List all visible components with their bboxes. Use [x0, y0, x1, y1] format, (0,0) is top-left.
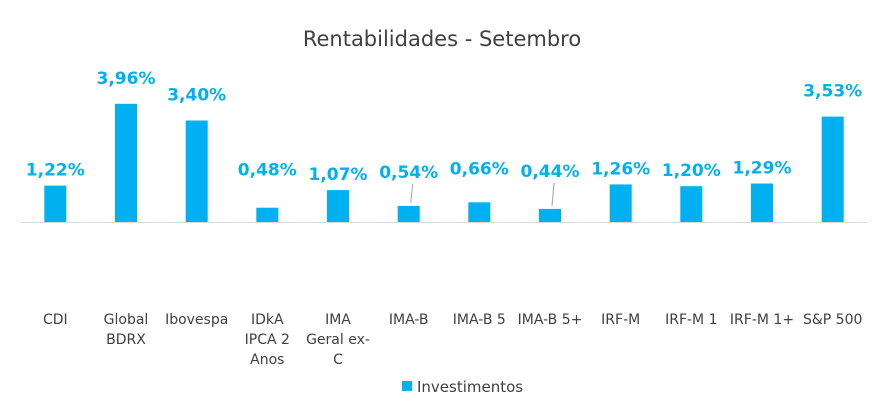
leader-line-6 — [410, 183, 414, 203]
bar-10 — [680, 186, 703, 222]
data-labels-layer: 1,22% 3,96% 3,40% 0,48% 1,07% 0,54% 0,66% 0,44%… — [26, 69, 862, 206]
category-label-8: IMA-B 5+ — [518, 312, 583, 328]
bar-3 — [185, 120, 208, 222]
category-label-10: IRF-M 1 — [665, 312, 717, 328]
bar-12 — [821, 116, 844, 222]
bar-8 — [539, 208, 561, 222]
data-label-11: 1,29% — [733, 159, 792, 179]
category-label-5: IMA Geral ex-C — [306, 312, 370, 368]
data-label-8: 0,44% — [521, 162, 580, 182]
data-label-5: 1,07% — [309, 165, 368, 185]
data-label-3: 3,40% — [167, 86, 226, 106]
data-label-12: 3,53% — [803, 82, 862, 102]
bar-7 — [468, 202, 491, 222]
data-label-1: 1,22% — [26, 161, 85, 181]
bar-6 — [397, 205, 420, 222]
category-label-9: IRF-M — [601, 312, 640, 328]
chart-title: Rentabilidades - Setembro — [303, 27, 581, 51]
category-label-3: Ibovespa — [165, 312, 228, 328]
category-label-4: IDkA IPCA 2 Anos — [245, 312, 290, 368]
legend: Investimentos — [402, 378, 523, 396]
category-label-6: IMA-B — [389, 312, 429, 328]
category-label-1: CDI — [43, 312, 68, 328]
category-label-2: Global BDRX — [104, 312, 149, 348]
bar-9 — [609, 184, 632, 222]
category-label-7: IMA-B 5 — [453, 312, 506, 328]
category-labels-layer: CDI Global BDRX Ibovespa IDkA IPCA 2 Anos IMA Ge… — [43, 312, 862, 368]
bar-5 — [327, 190, 349, 222]
data-label-2: 3,96% — [97, 69, 156, 89]
bar-1 — [44, 185, 67, 222]
bar-2 — [115, 103, 137, 222]
leader-line-8 — [551, 182, 555, 206]
data-label-7: 0,66% — [450, 159, 509, 179]
data-label-6: 0,54% — [379, 163, 438, 183]
data-label-9: 1,26% — [591, 159, 650, 179]
data-label-10: 1,20% — [662, 161, 721, 181]
category-label-12: S&P 500 — [803, 312, 862, 328]
bar-11 — [751, 183, 773, 222]
legend-swatch-investimentos — [402, 381, 412, 391]
bars-layer — [44, 103, 844, 222]
category-label-11: IRF-M 1+ — [730, 312, 794, 328]
legend-label-investimentos: Investimentos — [417, 378, 523, 396]
data-label-4: 0,48% — [238, 161, 297, 181]
bar-4 — [256, 207, 279, 222]
